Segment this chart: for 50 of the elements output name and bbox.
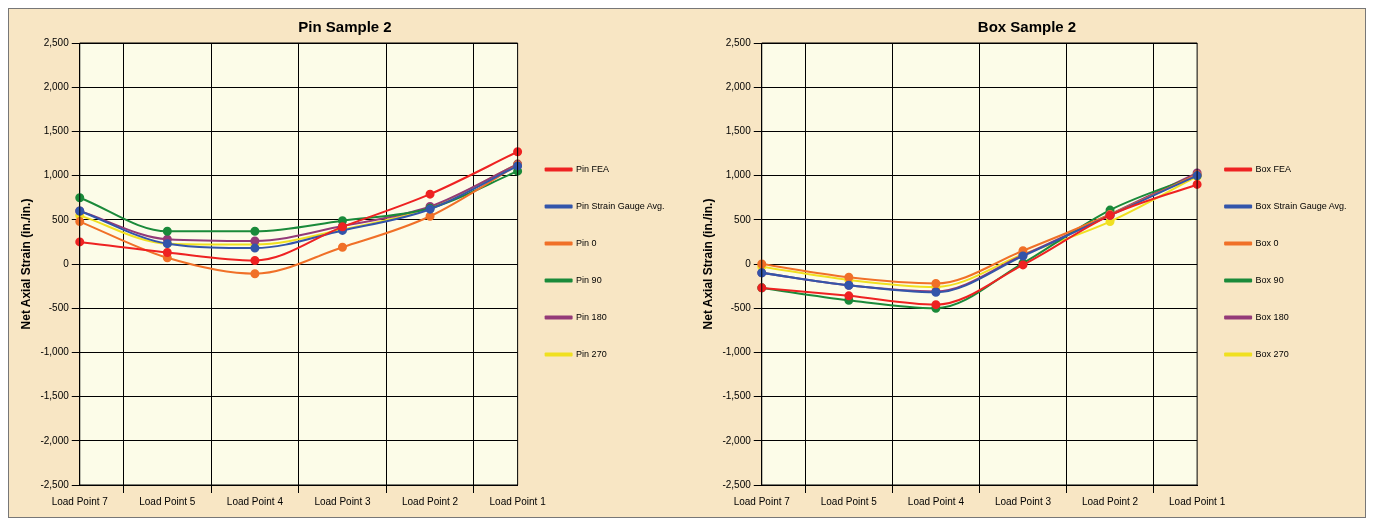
x-tick-label: Load Point 3: [994, 495, 1052, 507]
legend-label: Pin 180: [576, 311, 607, 322]
y-tick-label: -500: [48, 301, 70, 313]
y-tick-label: 1,000: [43, 169, 70, 181]
legend-label: Pin FEA: [576, 163, 610, 174]
x-tick-label: Load Point 2: [1081, 495, 1139, 507]
y-tick-label: 500: [734, 213, 752, 225]
y-tick-label: 1,500: [43, 125, 70, 137]
y-tick-label: -1,000: [40, 346, 70, 358]
x-tick-label: Load Point 4: [907, 495, 965, 507]
y-tick-label: -2,500: [40, 478, 70, 490]
legend-label: Box FEA: [1255, 163, 1292, 174]
legend-label: Box Strain Gauge Avg.: [1255, 200, 1347, 211]
legend-label: Pin Strain Gauge Avg.: [576, 200, 665, 211]
y-tick-label: 2,500: [725, 36, 752, 48]
x-tick-label: Load Point 5: [820, 495, 878, 507]
y-tick-label: 1,000: [725, 169, 752, 181]
y-tick-label: -1,500: [722, 390, 752, 402]
x-tick-label: Load Point 1: [1169, 495, 1226, 507]
y-tick-label: 2,500: [43, 36, 70, 48]
x-tick-label: Load Point 7: [733, 495, 791, 507]
y-tick-label: 500: [52, 213, 70, 225]
y-tick-label: 2,000: [725, 80, 752, 92]
legend-label: Pin 270: [576, 348, 607, 359]
legend-label: Pin 90: [576, 274, 602, 285]
y-tick-label: 0: [63, 257, 70, 269]
legend-label: Pin 0: [576, 237, 597, 248]
x-tick-label: Load Point 5: [139, 495, 196, 507]
chart-title: Pin Sample 2: [298, 18, 392, 36]
legend-label: Box 270: [1255, 348, 1289, 359]
x-tick-label: Load Point 2: [401, 495, 459, 507]
legend-label: Box 90: [1255, 274, 1284, 285]
x-tick-label: Load Point 7: [51, 495, 109, 507]
x-tick-label: Load Point 1: [489, 495, 547, 507]
y-tick-label: 1,500: [725, 125, 752, 137]
x-tick-label: Load Point 3: [314, 495, 371, 507]
legend-label: Box 180: [1255, 311, 1289, 322]
y-tick-label: -1,000: [722, 346, 752, 358]
y-tick-label: -500: [730, 301, 752, 313]
legend-label: Box 0: [1255, 237, 1279, 248]
y-axis-title: Net Axial Strain (in./in.): [18, 198, 33, 330]
y-tick-label: 0: [745, 257, 752, 269]
chart-title: Box Sample 2: [977, 18, 1077, 36]
y-tick-label: 2,000: [43, 80, 70, 92]
y-tick-label: -2,000: [722, 434, 752, 446]
y-tick-label: -1,500: [40, 390, 70, 402]
y-tick-label: -2,500: [722, 478, 752, 490]
y-tick-label: -2,000: [40, 434, 70, 446]
y-axis-title: Net Axial Strain (in./in.): [700, 198, 715, 330]
x-tick-label: Load Point 4: [226, 495, 284, 507]
